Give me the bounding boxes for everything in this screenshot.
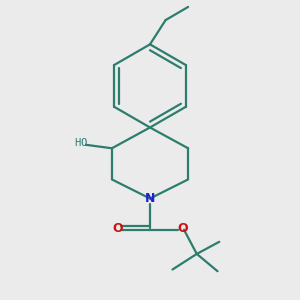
- Text: O: O: [80, 138, 87, 148]
- Text: O: O: [178, 222, 188, 235]
- Text: H: H: [74, 138, 81, 148]
- Text: O: O: [113, 222, 123, 235]
- Text: N: N: [145, 192, 155, 205]
